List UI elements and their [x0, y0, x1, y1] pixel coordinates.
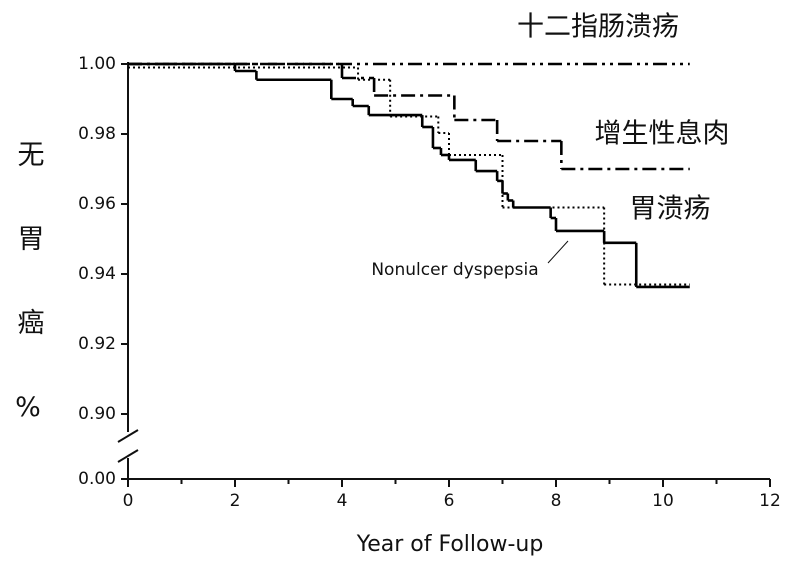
x-tick-label: 12 — [759, 491, 781, 511]
x-tick-label: 2 — [230, 491, 241, 511]
x-tick-label: 10 — [652, 491, 674, 511]
y-tick-label: 0.90 — [78, 404, 116, 424]
series-label: 胃溃疡 — [630, 194, 711, 225]
y-axis-label: 无胃癌% — [13, 140, 45, 480]
series-label: 十二指肠溃疡 — [517, 12, 679, 43]
label-pointer — [547, 240, 569, 264]
x-tick-label: 6 — [444, 491, 455, 511]
y-tick-label: 0.98 — [78, 124, 116, 144]
axis-break — [117, 449, 139, 463]
y-tick-label: 0.96 — [78, 194, 116, 214]
x-tick-label: 0 — [123, 491, 134, 511]
y-tick-label: 1.00 — [78, 54, 116, 74]
y-tick-label: 0.92 — [78, 334, 116, 354]
series-label: Nonulcer dyspepsia — [371, 260, 538, 280]
y-tick-label: 0.00 — [78, 469, 116, 489]
x-axis-label: Year of Follow-up — [356, 532, 544, 557]
x-tick-label: 4 — [337, 491, 348, 511]
y-tick-label: 0.94 — [78, 264, 116, 284]
axis-break — [117, 429, 139, 443]
x-tick-label: 8 — [551, 491, 562, 511]
series-label: 增生性息肉 — [595, 119, 730, 150]
